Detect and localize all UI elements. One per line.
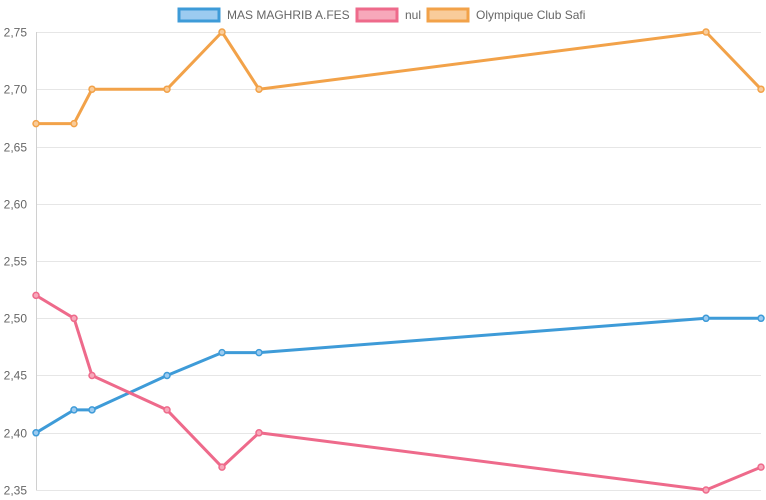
data-point[interactable] (255, 429, 263, 437)
legend-item[interactable]: Olympique Club Safi (426, 7, 585, 23)
legend-label: Olympique Club Safi (476, 8, 585, 22)
data-point[interactable] (32, 291, 40, 300)
data-point[interactable] (255, 348, 263, 357)
data-point[interactable] (163, 85, 171, 93)
data-point[interactable] (88, 406, 96, 414)
y-tick-label: 2,40 (4, 427, 28, 441)
data-point[interactable] (702, 314, 710, 323)
data-point[interactable] (218, 28, 226, 36)
legend-swatch (426, 7, 470, 23)
series-line (36, 30, 763, 126)
data-point[interactable] (32, 429, 40, 437)
legend-label: nul (405, 8, 421, 22)
data-point[interactable] (88, 371, 96, 380)
y-tick-label: 2,70 (4, 83, 28, 97)
series-1 (32, 291, 765, 494)
series-2 (32, 28, 765, 128)
series-lines (32, 28, 765, 494)
data-point[interactable] (255, 85, 263, 93)
data-point[interactable] (702, 28, 710, 36)
data-point[interactable] (32, 119, 40, 128)
data-point[interactable] (757, 314, 765, 323)
y-tick-label: 2,45 (4, 369, 28, 383)
data-point[interactable] (757, 85, 765, 93)
legend-swatch (177, 7, 221, 23)
y-tick-label: 2,60 (4, 198, 28, 212)
y-tick-label: 2,65 (4, 141, 28, 155)
y-tick-label: 2,75 (4, 26, 28, 40)
legend-label: MAS MAGHRIB A.FES (227, 8, 350, 22)
data-point[interactable] (70, 314, 78, 323)
data-point[interactable] (218, 348, 226, 357)
grid (36, 32, 761, 491)
data-point[interactable] (757, 463, 765, 471)
series-0 (32, 314, 765, 437)
data-point[interactable] (163, 406, 171, 414)
data-point[interactable] (163, 371, 171, 380)
legend: MAS MAGHRIB A.FES nul Olympique Club Safi (177, 7, 585, 23)
data-point[interactable] (218, 463, 226, 471)
series-line (35, 294, 762, 492)
data-point[interactable] (88, 85, 96, 93)
y-tick-label: 2,50 (4, 312, 28, 326)
y-axis-ticks: 2,35 2,40 2,45 2,50 2,55 2,60 2,65 2,70 2,75 (4, 26, 28, 498)
data-point[interactable] (70, 406, 78, 414)
data-point[interactable] (70, 119, 78, 128)
legend-swatch (355, 7, 399, 23)
y-tick-label: 2,55 (4, 255, 28, 269)
legend-item[interactable]: MAS MAGHRIB A.FES (177, 7, 350, 23)
y-tick-label: 2,35 (4, 484, 28, 498)
legend-item[interactable]: nul (355, 7, 421, 23)
data-point[interactable] (702, 486, 710, 494)
